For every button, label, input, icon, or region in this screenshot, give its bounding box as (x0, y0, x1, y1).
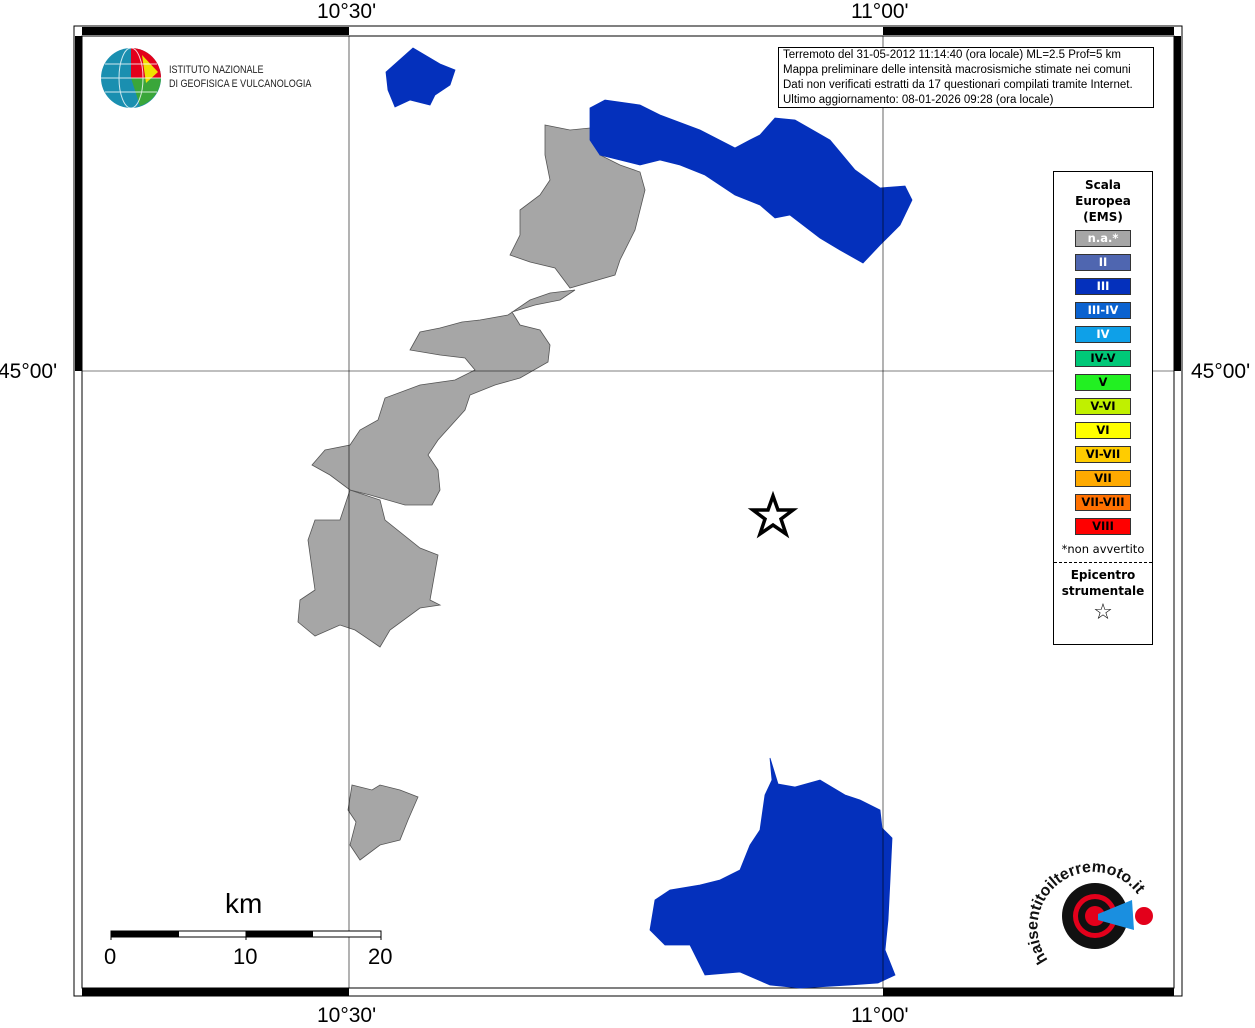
epicenter-legend-title: Epicentro strumentale (1061, 568, 1145, 598)
legend-swatch-vi-vii: VI-VII (1075, 446, 1131, 463)
globe-icon (101, 47, 161, 109)
municipality-intensity-III[interactable] (589, 99, 913, 264)
epicenter-star-icon[interactable] (747, 490, 799, 539)
municipality-intensity-III[interactable] (385, 47, 456, 108)
legend-swatch-v: V (1075, 374, 1131, 391)
legend-swatch-n-a-: n.a.* (1075, 230, 1131, 247)
right-label-45-00: 45°00' (1191, 360, 1251, 383)
map-description-line: Mappa preliminare delle intensità macros… (783, 64, 1131, 76)
legend-swatch-iii: III (1075, 278, 1131, 295)
star-outline-icon: ☆ (1093, 600, 1113, 625)
municipality-not-felt[interactable] (311, 289, 576, 506)
left-label-45-00: 45°00' (0, 360, 58, 383)
scale-tick-label: 20 (368, 944, 393, 969)
legend-swatch-vii: VII (1075, 470, 1131, 487)
ingv-logo: ISTITUTO NAZIONALE DI GEOFISICA E VULCANO… (100, 47, 315, 109)
top-label-11-00: 11°00' (851, 0, 909, 23)
legend-swatch-vi: VI (1075, 422, 1131, 439)
municipality-intensity-III[interactable] (649, 757, 896, 989)
ingv-name-line2: DI GEOFISICA E VULCANOLOGIA (169, 78, 312, 90)
municipality-not-felt[interactable] (347, 784, 419, 861)
event-info-box: Terremoto del 31-05-2012 11:14:40 (ora l… (778, 47, 1154, 108)
legend-title: Scala Europea (EMS) (1075, 178, 1131, 224)
bottom-label-11-00: 11°00' (851, 1004, 909, 1027)
ems-legend: Scala Europea (EMS) n.a.* II III III-IV IV IV-V… (1053, 171, 1153, 645)
municipality-not-felt[interactable] (509, 124, 646, 289)
scale-bar (110, 930, 382, 940)
legend-swatch-iii-iv: III-IV (1075, 302, 1131, 319)
top-label-10-30: 10°30' (317, 0, 377, 23)
legend-swatch-iv: IV (1075, 326, 1131, 343)
scale-unit: km (225, 888, 263, 919)
scale-tick-label: 10 (233, 944, 258, 969)
legend-swatch-v-vi: V-VI (1075, 398, 1131, 415)
map-frame (75, 27, 1181, 996)
graticule (82, 36, 1174, 988)
event-line: Terremoto del 31-05-2012 11:14:40 (ora l… (783, 49, 1121, 61)
legend-note: *non avvertito (1061, 542, 1145, 556)
data-source-line: Dati non verificati estratti da 17 quest… (783, 79, 1133, 91)
legend-swatch-iv-v: IV-V (1075, 350, 1131, 367)
legend-swatch-viii: VIII (1075, 518, 1131, 535)
legend-divider (1054, 562, 1152, 563)
scale-tick-label: 0 (104, 944, 117, 969)
last-update-line: Ultimo aggiornamento: 08-01-2026 09:28 (… (783, 94, 1054, 106)
legend-swatch-ii: II (1075, 254, 1131, 271)
bottom-label-10-30: 10°30' (317, 1004, 377, 1027)
legend-swatch-vii-viii: VII-VIII (1075, 494, 1131, 511)
municipality-not-felt[interactable] (297, 489, 442, 648)
ingv-name-line1: ISTITUTO NAZIONALE (169, 64, 264, 76)
